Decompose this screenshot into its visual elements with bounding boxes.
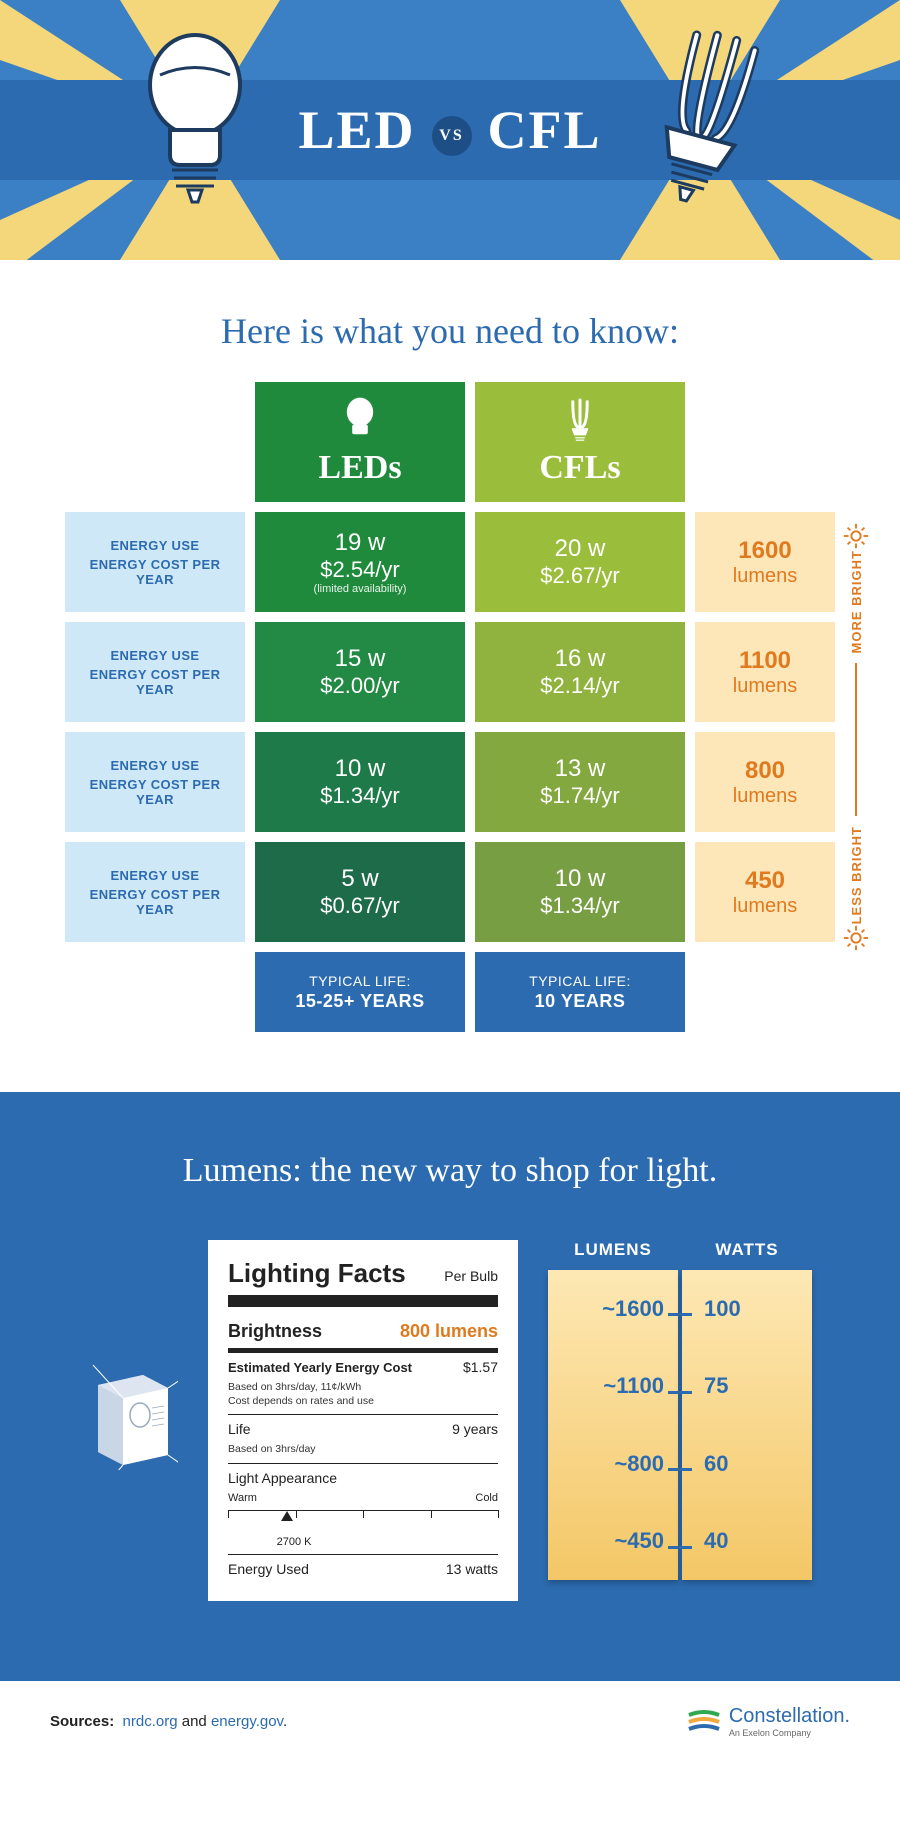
energy-label: Energy Used	[228, 1561, 309, 1577]
appearance-scale	[228, 1510, 498, 1530]
source-link[interactable]: nrdc.org	[123, 1713, 178, 1730]
lumens-value: ~1100	[603, 1373, 664, 1399]
lumens-value: ~450	[614, 1528, 664, 1554]
more-bright-label: MORE BRIGHT	[849, 550, 864, 653]
sun-icon	[842, 924, 870, 952]
kelvin-value: 2700 K	[277, 1536, 498, 1548]
less-bright-label: LESS BRIGHT	[849, 826, 864, 924]
appearance-label: Light Appearance	[228, 1464, 498, 1492]
life-note: Based on 3hrs/day	[228, 1443, 498, 1457]
footer: Sources: nrdc.org and energy.gov. Conste…	[0, 1681, 900, 1762]
brand-name: Constellation	[729, 1705, 845, 1727]
brand-logo: Constellation.An Exelon Company	[687, 1705, 850, 1738]
lumens-value: ~800	[614, 1451, 664, 1477]
led-header-label: LEDs	[318, 449, 401, 487]
scale-line	[855, 663, 857, 815]
row-label: ENERGY USEENERGY COST PER YEAR	[65, 512, 245, 612]
brightness-label: Brightness	[228, 1321, 322, 1342]
sun-icon	[842, 522, 870, 550]
cfl-bulb-icon	[640, 25, 770, 215]
comparison-table: LEDs CFLs ENERGY USEENERGY COST PER YEAR…	[0, 382, 900, 1092]
energy-value: 13 watts	[446, 1561, 498, 1577]
spacer	[65, 952, 245, 1032]
cfl-header-label: CFLs	[539, 449, 620, 487]
cfl-life: TYPICAL LIFE:10 YEARS	[475, 952, 685, 1032]
life-value: 9 years	[452, 1421, 498, 1437]
constellation-icon	[687, 1709, 721, 1733]
led-cell: 10 w$1.34/yr	[255, 732, 465, 832]
watts-value: 40	[704, 1528, 728, 1554]
led-life: TYPICAL LIFE:15-25+ YEARS	[255, 952, 465, 1032]
spacer	[65, 382, 245, 502]
led-cell: 15 w$2.00/yr	[255, 622, 465, 722]
watts-value: 75	[704, 1373, 728, 1399]
hero-banner: LED VS CFL	[0, 0, 900, 260]
led-header: LEDs	[255, 382, 465, 502]
warm-label: Warm	[228, 1492, 257, 1504]
watts-value: 100	[704, 1296, 741, 1322]
row-label: ENERGY USEENERGY COST PER YEAR	[65, 842, 245, 942]
brand-sub: An Exelon Company	[729, 1728, 850, 1738]
cost-note: Cost depends on rates and use	[228, 1395, 498, 1409]
cfl-cell: 10 w$1.34/yr	[475, 842, 685, 942]
intro-heading: Here is what you need to know:	[0, 310, 900, 352]
lumens-heading: Lumens: the new way to shop for light.	[50, 1152, 850, 1190]
led-cell: 19 w$2.54/yr(limited availability)	[255, 512, 465, 612]
lumens-cell: 450lumens	[695, 842, 835, 942]
cost-label: Estimated Yearly Energy Cost	[228, 1360, 412, 1375]
sources: Sources: nrdc.org and energy.gov.	[50, 1713, 287, 1730]
watts-tape: 100 75 60 40	[682, 1270, 812, 1580]
source-link[interactable]: energy.gov	[211, 1713, 283, 1730]
lumens-value: ~1600	[602, 1296, 664, 1322]
row-label: ENERGY USEENERGY COST PER YEAR	[65, 622, 245, 722]
row-label: ENERGY USEENERGY COST PER YEAR	[65, 732, 245, 832]
cold-label: Cold	[475, 1492, 498, 1504]
cost-note: Based on 3hrs/day, 11¢/kWh	[228, 1381, 498, 1395]
cfl-cell: 16 w$2.14/yr	[475, 622, 685, 722]
lumens-cell: 1100lumens	[695, 622, 835, 722]
life-label: Life	[228, 1421, 251, 1437]
lumens-watts-table: LUMENS ~1600 ~1100 ~800 ~450 WATTS 100 7…	[548, 1240, 812, 1580]
brightness-scale: MORE BRIGHT LESS BRIGHT	[842, 522, 870, 952]
lumens-tape: ~1600 ~1100 ~800 ~450	[548, 1270, 678, 1580]
lighting-facts-card: Per Bulb Lighting Facts Brightness800 lu…	[208, 1240, 518, 1601]
led-bulb-icon	[140, 30, 250, 210]
bulb-box-icon	[88, 1360, 178, 1470]
lumens-cell: 1600lumens	[695, 512, 835, 612]
cfl-header: CFLs	[475, 382, 685, 502]
lumens-col-header: LUMENS	[548, 1240, 678, 1260]
cfl-cell: 20 w$2.67/yr	[475, 512, 685, 612]
cost-value: $1.57	[463, 1359, 498, 1375]
spacer	[695, 382, 835, 502]
intro: Here is what you need to know:	[0, 260, 900, 382]
watts-value: 60	[704, 1451, 728, 1477]
hero-led: LED	[298, 100, 415, 160]
per-bulb: Per Bulb	[444, 1268, 498, 1284]
spacer	[695, 952, 835, 1032]
led-cell: 5 w$0.67/yr	[255, 842, 465, 942]
hero-vs-badge: VS	[432, 116, 472, 156]
lumens-cell: 800lumens	[695, 732, 835, 832]
watts-col-header: WATTS	[682, 1240, 812, 1260]
cfl-cell: 13 w$1.74/yr	[475, 732, 685, 832]
scale-pointer-icon	[281, 1511, 293, 1521]
hero-cfl: CFL	[488, 100, 602, 160]
lumens-section: Lumens: the new way to shop for light. P…	[0, 1092, 900, 1681]
brightness-value: 800 lumens	[400, 1321, 498, 1342]
